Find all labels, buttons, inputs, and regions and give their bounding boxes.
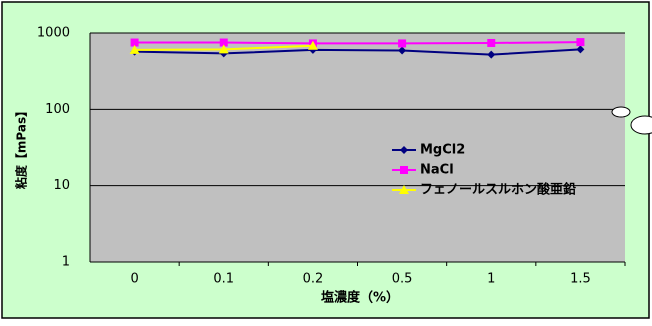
y-tick-label: 1000 bbox=[37, 26, 70, 41]
x-tick-label: 1 bbox=[487, 272, 495, 287]
marker bbox=[576, 38, 585, 47]
legend-label: MgCl2 bbox=[420, 143, 465, 158]
x-axis-title: 塩濃度（%） bbox=[321, 290, 399, 306]
marker bbox=[400, 166, 408, 174]
x-tick-label: 0.5 bbox=[392, 272, 413, 287]
y-tick-label: 1 bbox=[62, 255, 70, 270]
marker bbox=[130, 38, 139, 47]
x-tick-label: 0 bbox=[130, 272, 138, 287]
y-tick-label: 10 bbox=[53, 178, 70, 193]
marker bbox=[219, 38, 228, 47]
callout-bubble bbox=[611, 106, 631, 118]
y-tick-label: 100 bbox=[45, 102, 70, 117]
marker bbox=[218, 44, 229, 54]
series-line bbox=[134, 41, 581, 45]
plot-area bbox=[90, 33, 625, 262]
marker bbox=[398, 46, 407, 55]
series-line bbox=[134, 48, 581, 56]
legend-label: NaCl bbox=[420, 163, 454, 178]
marker bbox=[576, 45, 585, 54]
x-tick-label: 0.1 bbox=[213, 272, 234, 287]
y-axis-title: 粘度【mPas】 bbox=[14, 105, 29, 189]
callout-bubble bbox=[630, 115, 652, 135]
marker bbox=[487, 38, 496, 47]
marker bbox=[307, 40, 318, 50]
legend-label: フェノールスルホン酸亜鉛 bbox=[420, 182, 576, 198]
marker bbox=[129, 44, 140, 54]
marker bbox=[399, 185, 409, 194]
x-tick-label: 1.5 bbox=[570, 272, 591, 287]
marker bbox=[398, 39, 407, 48]
marker bbox=[487, 50, 496, 59]
x-tick-label: 0.2 bbox=[303, 272, 324, 287]
marker bbox=[400, 146, 408, 154]
